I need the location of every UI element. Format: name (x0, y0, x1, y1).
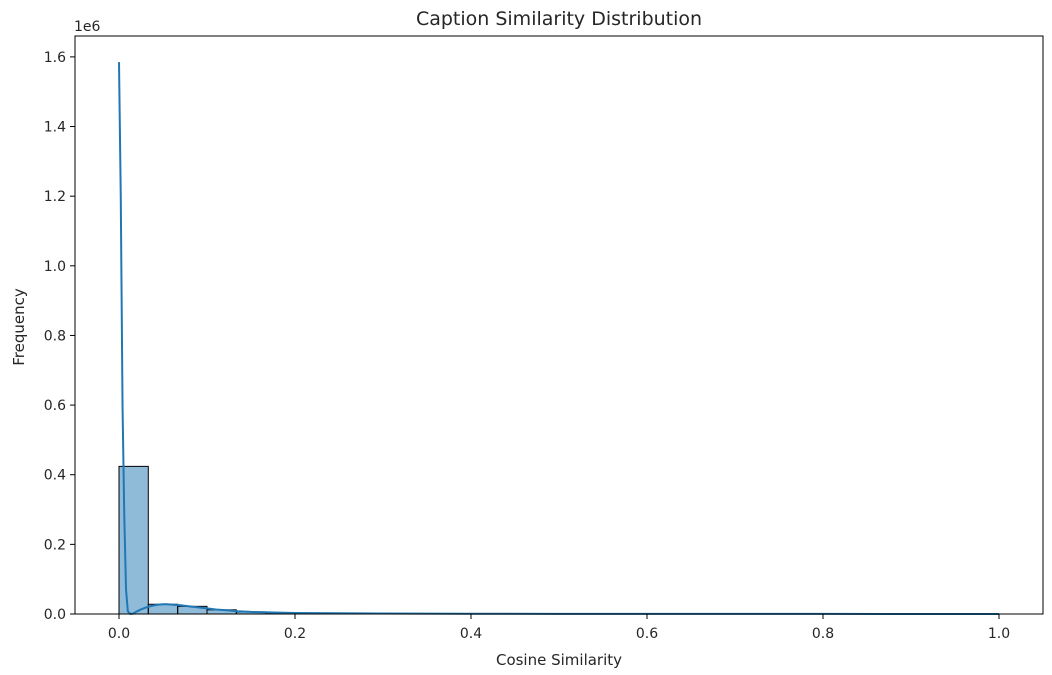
y-tick-label: 0.4 (44, 468, 66, 484)
plot-frame (74, 35, 1044, 615)
x-tick-label: 0.4 (460, 626, 482, 642)
y-tick-label: 0.8 (44, 328, 66, 344)
chart-title: Caption Similarity Distribution (416, 8, 702, 30)
y-tick-label: 1.0 (44, 259, 66, 275)
x-tick-label: 0.6 (636, 626, 658, 642)
x-tick-label: 0.0 (108, 626, 130, 642)
y-offset-label: 1e6 (74, 19, 101, 35)
x-tick-label: 1.0 (988, 626, 1010, 642)
y-tick-label: 0.0 (44, 607, 66, 623)
histogram-bars (118, 465, 1000, 615)
y-tick-label: 0.6 (44, 398, 66, 414)
y-tick-label: 0.2 (44, 537, 66, 553)
x-axis-label: Cosine Similarity (496, 651, 622, 669)
x-tick-label: 0.8 (812, 626, 834, 642)
kde-curve-layer (118, 62, 999, 616)
kde-curve (118, 62, 999, 616)
axis-ticks: 0.0 0.2 0.4 0.6 0.8 1.0 0.0 0.2 0.4 0.6 0.8 1.0 1.2 1… (44, 50, 1010, 642)
y-tick-label: 1.2 (44, 189, 66, 205)
x-tick-label: 0.2 (284, 626, 306, 642)
y-axis-label: Frequency (10, 288, 28, 366)
y-tick-label: 1.6 (44, 50, 66, 66)
y-tick-label: 1.4 (44, 120, 66, 136)
